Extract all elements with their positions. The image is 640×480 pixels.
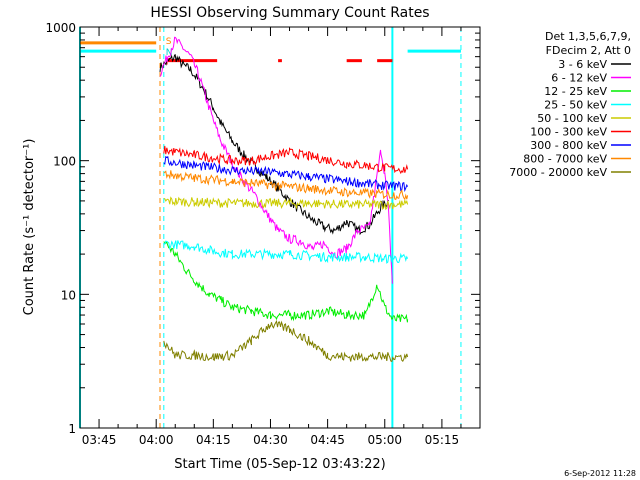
y-tick-label: 100 — [53, 155, 76, 169]
legend: Det 1,3,5,6,7,9,FDecim 2, Att 03 - 6 keV… — [509, 30, 631, 179]
flag-letter-s: S — [166, 37, 172, 47]
series-line-0 — [159, 54, 389, 236]
x-tick-label: 04:45 — [310, 433, 345, 447]
legend-entry-label: 100 - 300 keV — [530, 126, 607, 139]
chart-title: HESSI Observing Summary Count Rates — [150, 5, 429, 21]
x-tick-label: 04:00 — [139, 433, 174, 447]
legend-entry-label: 300 - 800 keV — [530, 139, 607, 152]
x-tick-label: 03:45 — [82, 433, 117, 447]
x-axis-label: Start Time (05-Sep-12 03:43:22) — [174, 457, 385, 472]
y-tick-label: 1000 — [45, 21, 76, 35]
x-axis: 03:45 04:00 04:15 04:30 04:45 05:00 05:15 — [79, 27, 481, 447]
x-tick-label: 05:15 — [425, 433, 460, 447]
series-line-8 — [163, 319, 409, 363]
annotation-layer: SNF — [79, 27, 462, 428]
legend-entry-label: 6 - 12 keV — [551, 72, 607, 85]
legend-entry-label: 7000 - 20000 keV — [509, 166, 607, 179]
legend-entry-label: 50 - 100 keV — [537, 112, 607, 125]
x-tick-label: 04:30 — [253, 433, 288, 447]
plot-frame — [79, 26, 481, 429]
y-tick-label: 1 — [68, 422, 76, 436]
series-line-3 — [163, 240, 409, 264]
series-line-6 — [163, 155, 409, 193]
legend-entry-label: 12 - 25 keV — [544, 85, 607, 98]
legend-entry-label: 25 - 50 keV — [544, 99, 607, 112]
flag-letter-f: F — [166, 58, 171, 68]
legend-header-line: FDecim 2, Att 0 — [546, 44, 631, 57]
series-line-1 — [159, 36, 393, 284]
series-line-4 — [163, 196, 409, 211]
y-axis: 1 10 100 1000 — [45, 21, 480, 436]
footer-date: 6-Sep-2012 11:28 — [564, 469, 636, 478]
x-tick-label: 04:15 — [196, 433, 231, 447]
flag-letter-n: N — [166, 48, 173, 58]
series-line-2 — [163, 241, 409, 323]
y-axis-label: Count Rate (s⁻¹ detector⁻¹) — [22, 139, 37, 316]
series-layer — [159, 36, 409, 363]
series-line-5 — [163, 145, 409, 175]
legend-header-line: Det 1,3,5,6,7,9, — [545, 30, 631, 43]
legend-entry-label: 3 - 6 keV — [558, 58, 607, 71]
legend-entry-label: 800 - 7000 keV — [523, 153, 607, 166]
series-line-7 — [163, 170, 409, 201]
x-tick-label: 05:00 — [367, 433, 402, 447]
y-tick-label: 10 — [61, 288, 76, 302]
